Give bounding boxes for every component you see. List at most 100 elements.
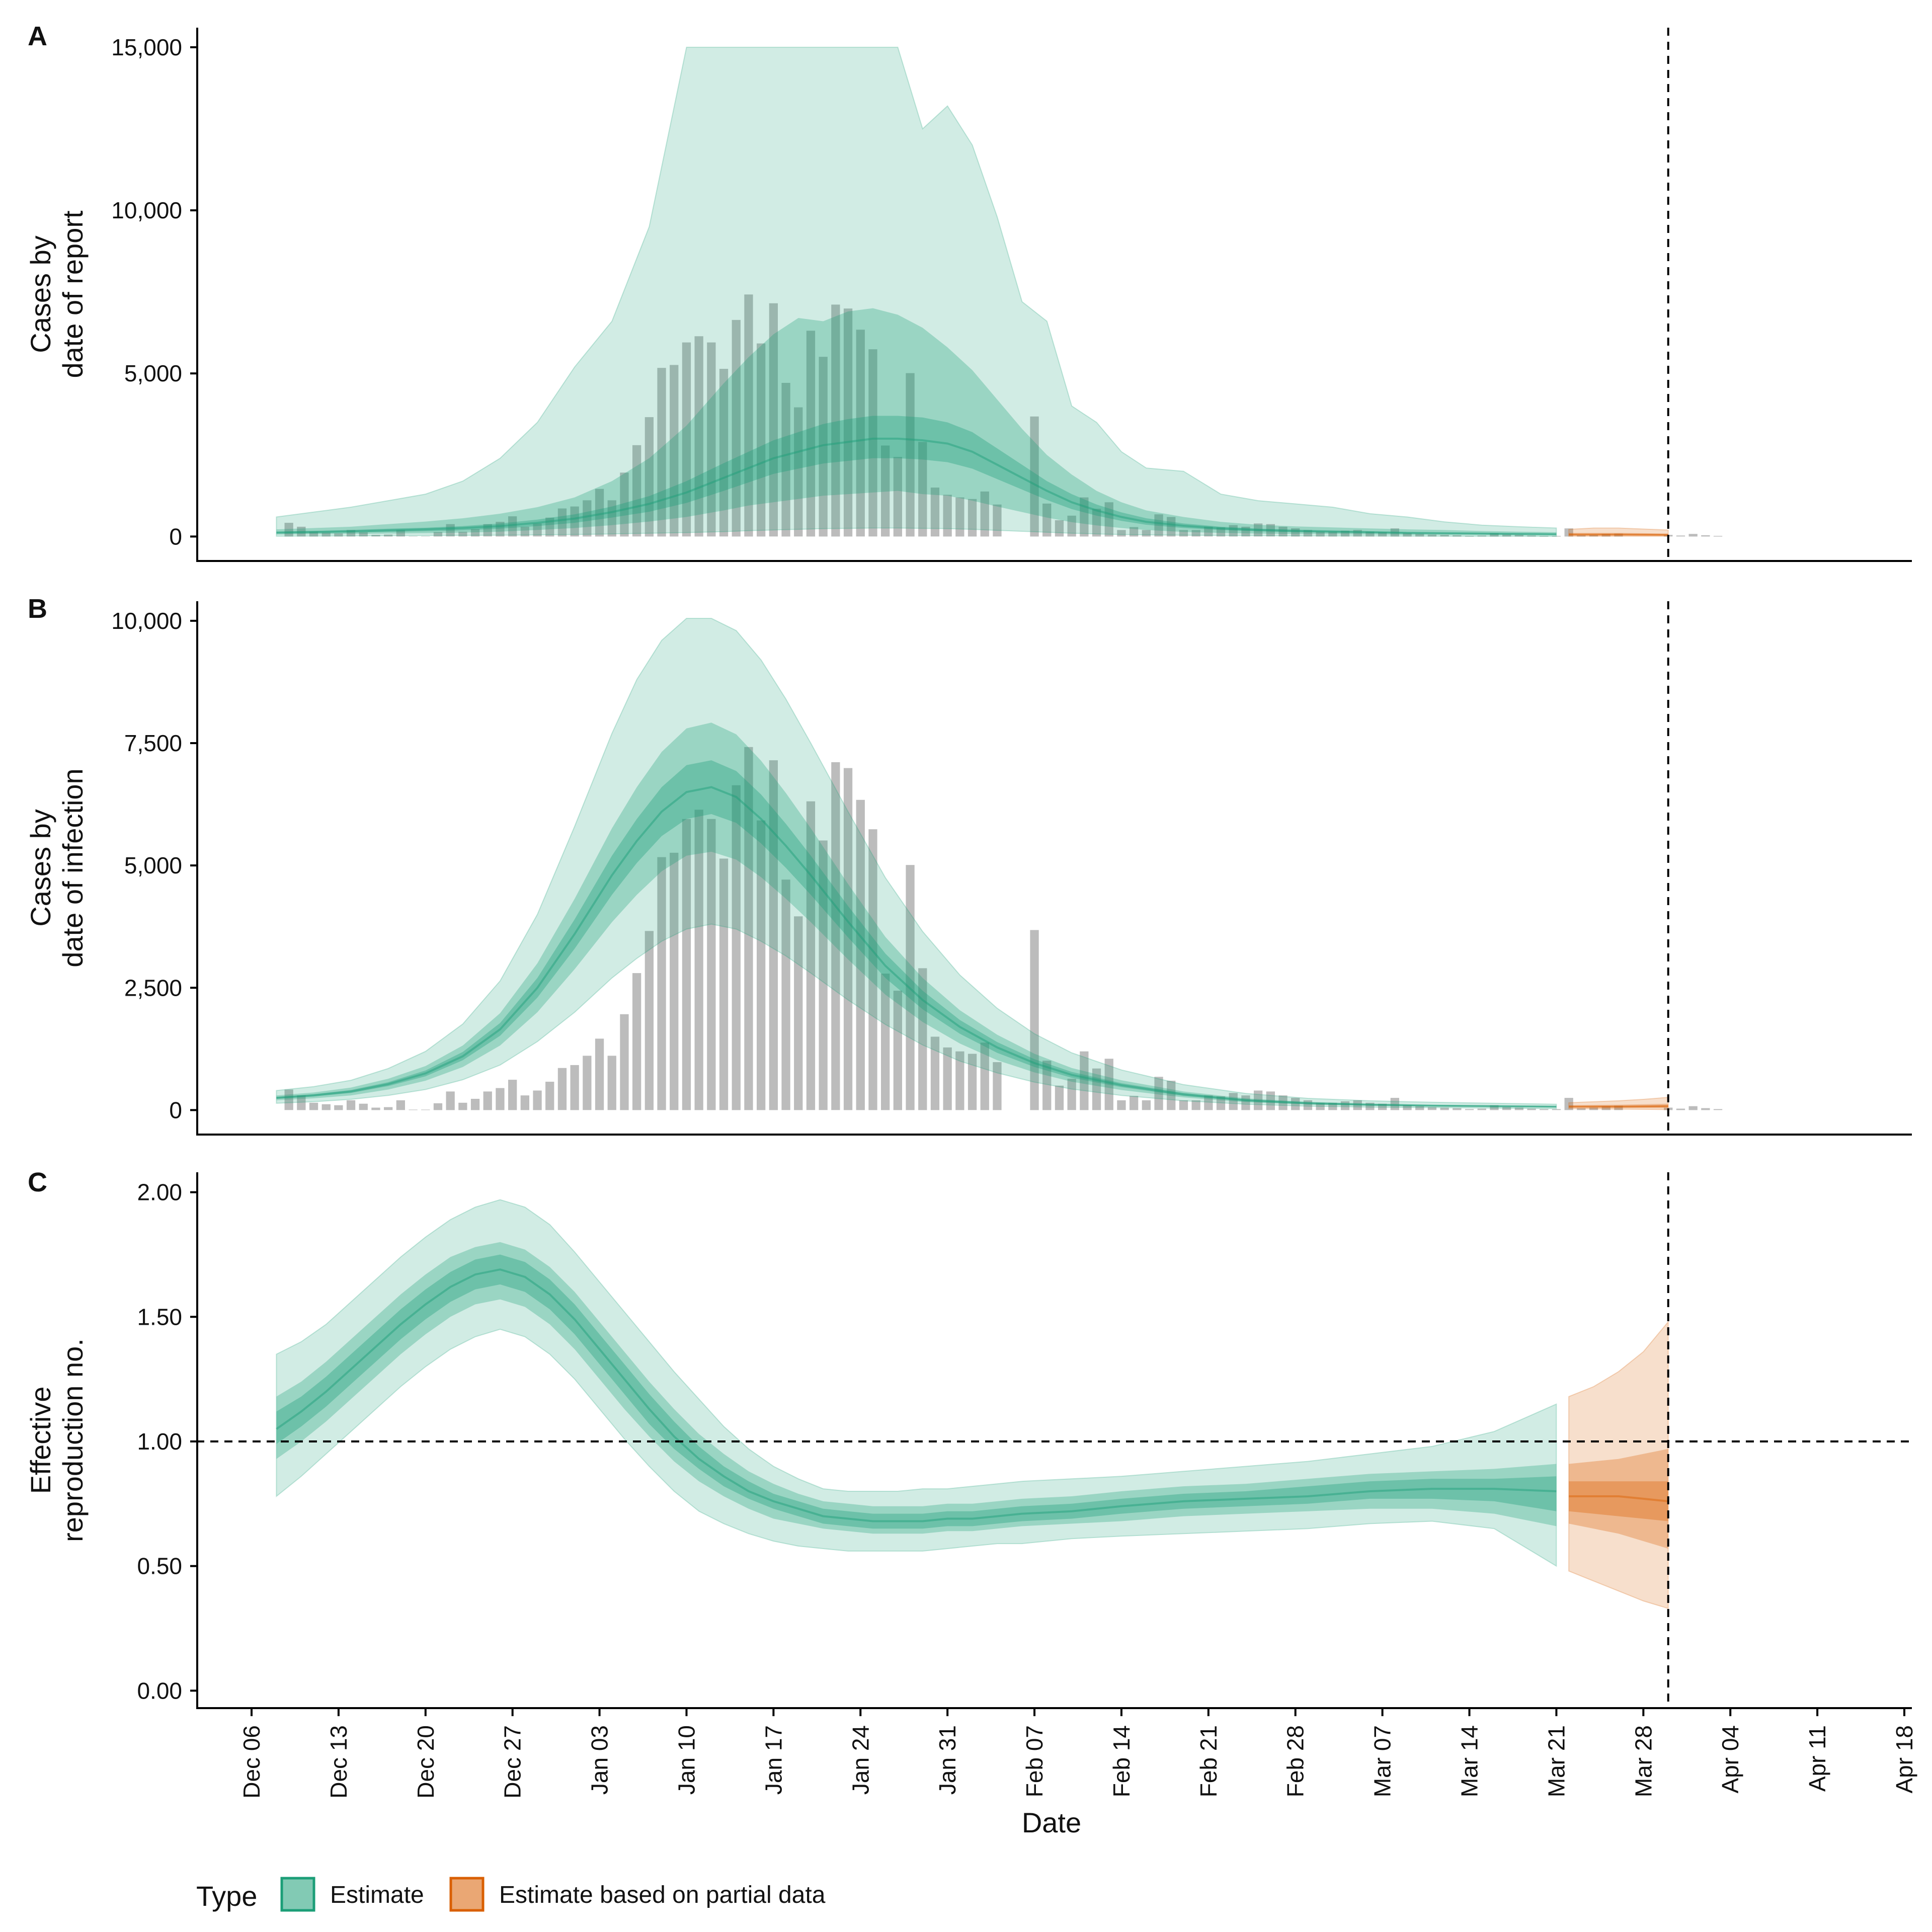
- x-tick-label: Apr 18: [1891, 1725, 1917, 1794]
- bar: [1266, 1091, 1275, 1110]
- bar: [396, 1100, 405, 1110]
- bar: [1055, 1085, 1064, 1110]
- bar: [868, 349, 877, 537]
- bar: [384, 1107, 393, 1110]
- bar: [557, 1068, 567, 1110]
- partial-band-20: [1569, 534, 1668, 535]
- bar: [657, 368, 666, 537]
- bar: [1589, 535, 1598, 537]
- bar: [520, 526, 529, 537]
- bar: [545, 1082, 554, 1110]
- estimate-median-line: [276, 1268, 1557, 1522]
- x-axis-title: Date: [1022, 1807, 1081, 1838]
- x-tick-label: Dec 13: [326, 1725, 352, 1799]
- x-tick-label: Jan 17: [760, 1725, 786, 1795]
- bar: [1564, 1098, 1573, 1110]
- bar: [1577, 1108, 1586, 1110]
- x-tick-label: Mar 07: [1370, 1725, 1396, 1797]
- x-tick-label: Mar 14: [1457, 1725, 1483, 1797]
- bar: [1316, 1102, 1325, 1110]
- bar: [645, 931, 654, 1110]
- bar: [1154, 514, 1163, 537]
- bar: [1340, 1101, 1350, 1110]
- bar: [1142, 530, 1151, 537]
- bar: [1291, 528, 1300, 537]
- bar: [1229, 525, 1238, 537]
- y-axis-title-line: Cases by: [25, 235, 56, 353]
- bar: [607, 500, 616, 537]
- bar: [1229, 1093, 1238, 1110]
- panel-letter-c: C: [28, 1167, 47, 1197]
- bar: [906, 865, 915, 1110]
- bar: [1614, 533, 1623, 537]
- estimate-band-50: [276, 308, 1557, 536]
- x-tick-label: Mar 28: [1630, 1725, 1656, 1797]
- bar: [284, 1089, 293, 1110]
- bar: [1713, 1109, 1723, 1110]
- bar: [1564, 528, 1573, 537]
- bar: [1042, 503, 1052, 537]
- bar: [1477, 1108, 1486, 1110]
- y-tick-label: 0.50: [137, 1553, 182, 1579]
- bar: [856, 330, 865, 537]
- bar: [321, 1104, 331, 1110]
- bar: [483, 1091, 492, 1110]
- bar: [881, 445, 890, 537]
- bar: [1427, 534, 1437, 537]
- estimate-median-line: [276, 786, 1557, 1108]
- bar: [1440, 1107, 1449, 1110]
- bar: [396, 530, 405, 537]
- y-tick-label: 0.00: [137, 1677, 182, 1704]
- bar: [1030, 930, 1039, 1110]
- bar: [496, 522, 505, 537]
- bar: [458, 1102, 467, 1110]
- bar: [409, 1109, 418, 1110]
- bar: [732, 319, 741, 537]
- bar: [993, 504, 1002, 537]
- x-tick-label: Jan 10: [673, 1725, 699, 1795]
- bar: [421, 1109, 430, 1110]
- y-axis-title-line: date of infection: [57, 768, 89, 967]
- bar: [334, 1105, 343, 1110]
- bar: [893, 457, 902, 537]
- bar: [1191, 530, 1200, 537]
- bar: [620, 472, 629, 537]
- bar: [955, 1051, 964, 1110]
- bar: [508, 516, 517, 537]
- bar: [1514, 1107, 1523, 1110]
- y-axis-title: Cases bydate of infection: [25, 768, 89, 967]
- bar: [794, 407, 803, 537]
- bar: [843, 768, 853, 1110]
- bar: [769, 303, 778, 537]
- bar: [719, 858, 729, 1110]
- bar: [433, 1103, 443, 1110]
- bar: [1179, 1100, 1188, 1110]
- bar: [1552, 1109, 1561, 1110]
- bar: [1130, 1096, 1139, 1110]
- bar: [819, 357, 828, 537]
- bar: [1415, 1106, 1424, 1110]
- bar: [806, 801, 816, 1110]
- bar: [1328, 1102, 1337, 1110]
- bar: [1067, 515, 1076, 537]
- bar: [1216, 1096, 1226, 1110]
- bar: [1266, 524, 1275, 537]
- bar: [384, 534, 393, 537]
- bar: [868, 829, 877, 1110]
- bar: [1427, 1107, 1437, 1110]
- bar: [980, 491, 989, 537]
- estimate-band-20: [276, 416, 1557, 535]
- bar: [930, 488, 940, 537]
- bar: [446, 524, 455, 537]
- bar: [1540, 1109, 1549, 1110]
- bar: [1278, 1095, 1287, 1110]
- bar: [1216, 527, 1226, 537]
- bar: [843, 308, 853, 537]
- bar: [595, 1038, 604, 1110]
- bar: [346, 1100, 356, 1110]
- bar: [433, 532, 443, 537]
- bar: [732, 785, 741, 1110]
- bar: [968, 1054, 977, 1110]
- bar: [1316, 531, 1325, 537]
